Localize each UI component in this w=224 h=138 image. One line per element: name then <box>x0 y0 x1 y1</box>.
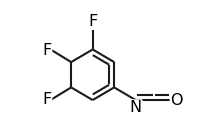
Text: O: O <box>170 93 183 108</box>
Text: F: F <box>42 92 52 107</box>
Text: F: F <box>42 43 52 58</box>
Text: N: N <box>130 100 142 115</box>
Text: F: F <box>88 14 97 29</box>
